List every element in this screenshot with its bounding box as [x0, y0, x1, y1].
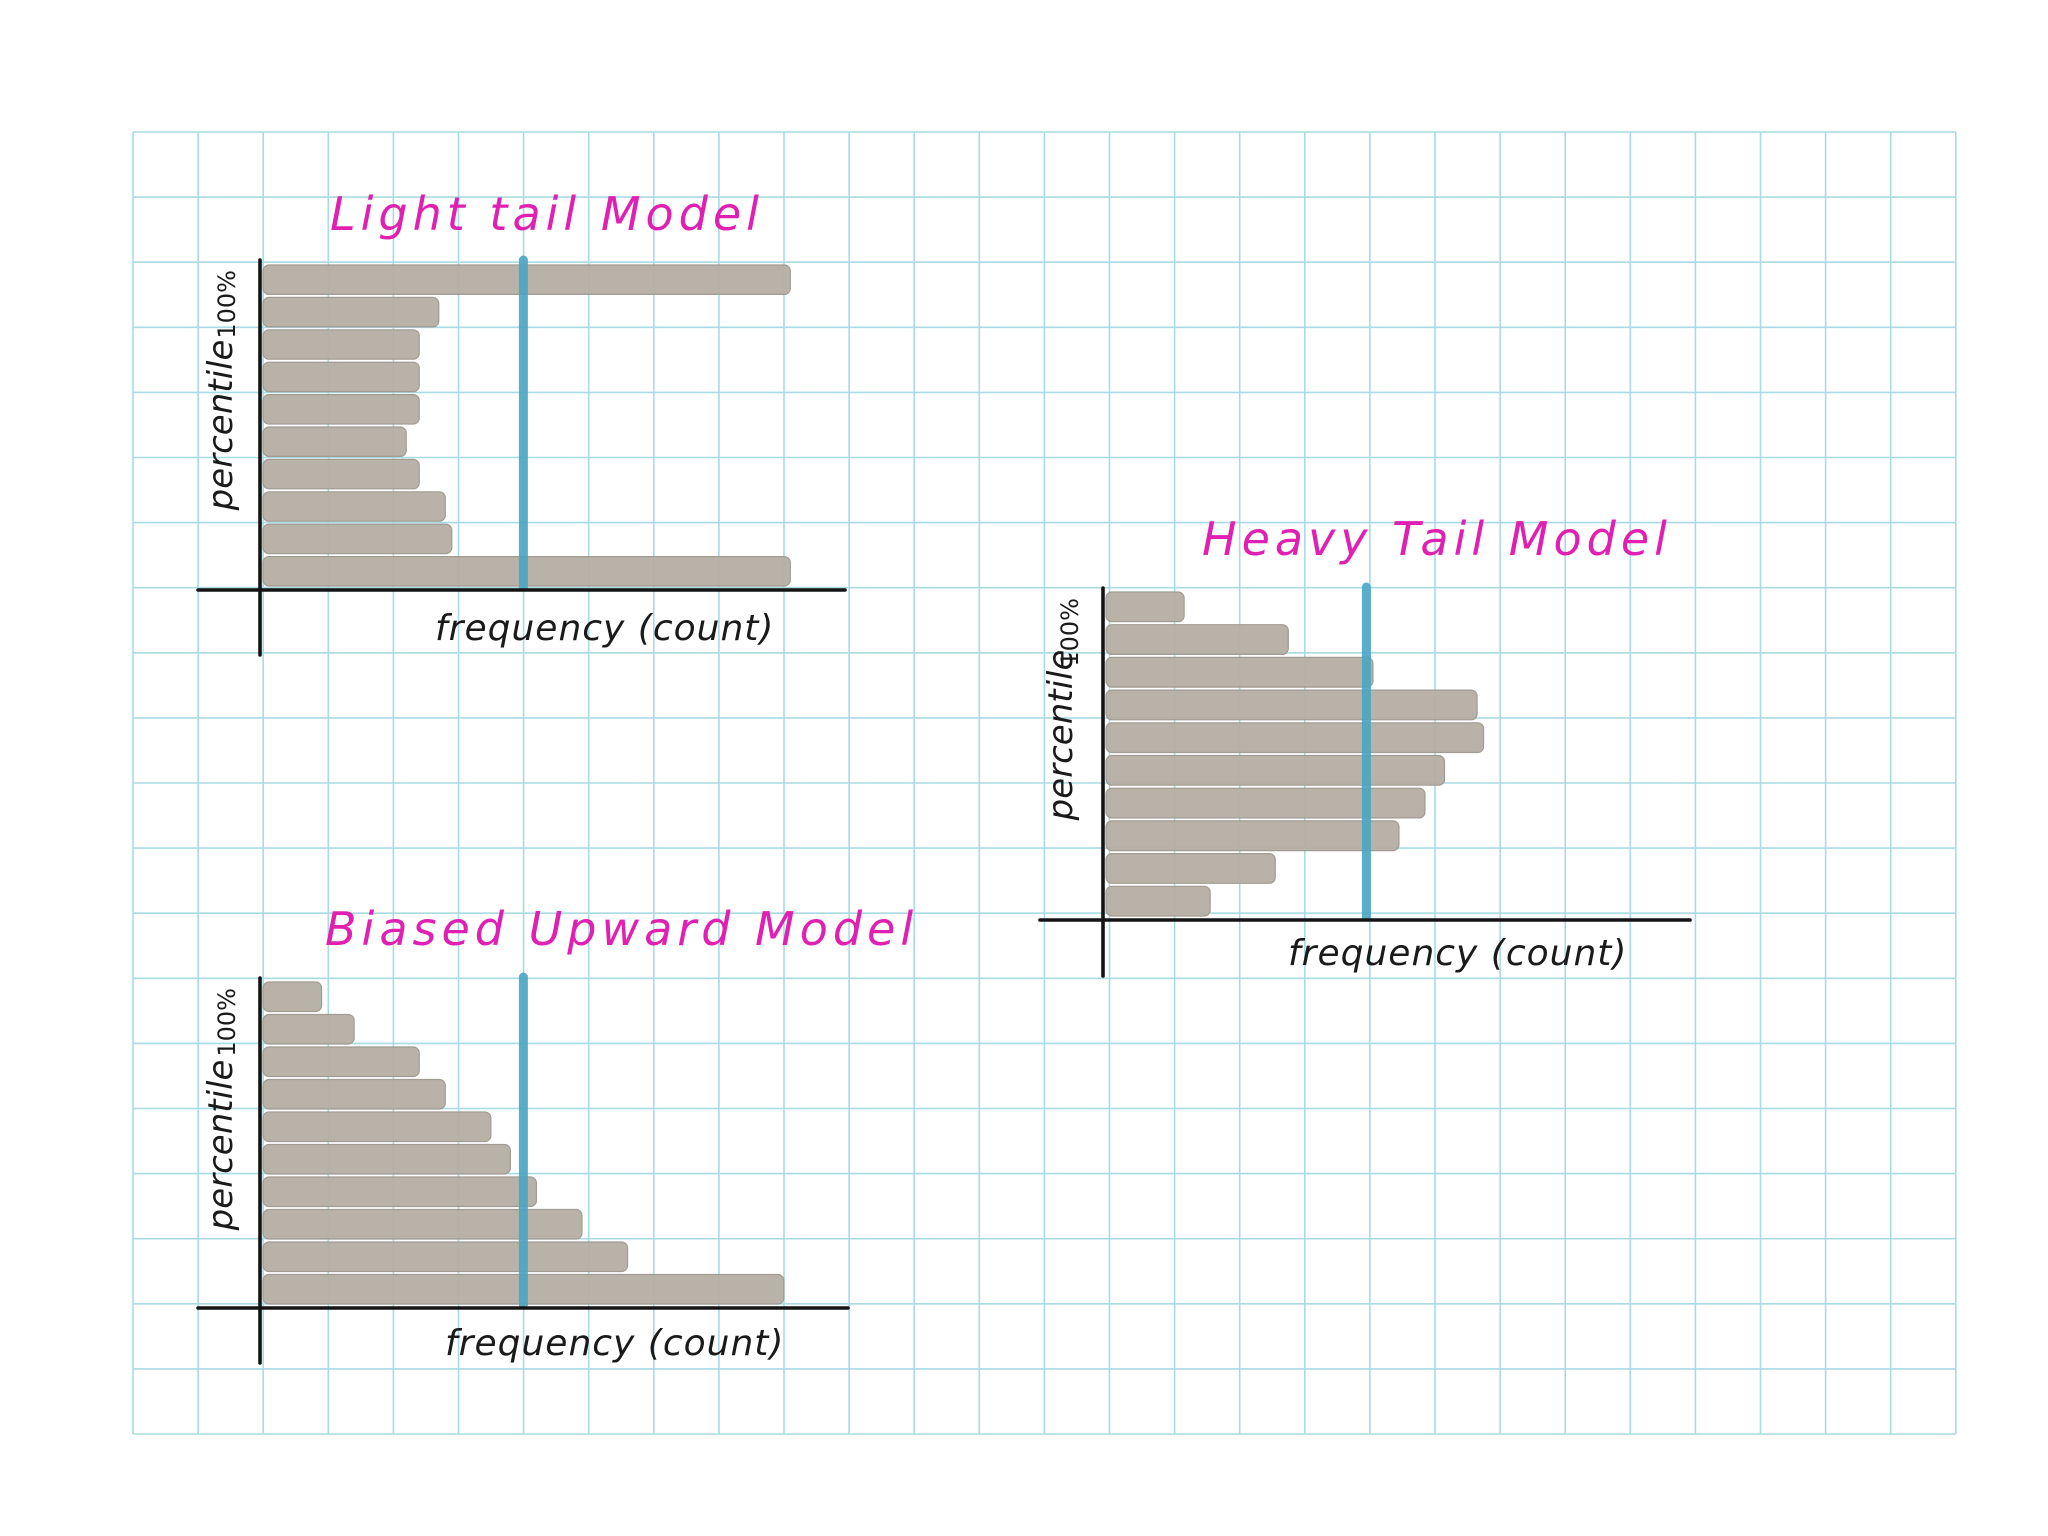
x-axis-label: frequency (count) [1288, 933, 1627, 974]
y-axis-label: percentile [1041, 650, 1081, 822]
bar [262, 523, 453, 555]
bar [262, 1208, 583, 1240]
x-axis-label: frequency (count) [445, 1323, 784, 1364]
bar [1105, 656, 1374, 688]
y-tick-label: 100% [213, 270, 241, 339]
bar [1105, 624, 1289, 656]
graph-paper-grid [132, 131, 1957, 1435]
charts-layer: Light tail Model frequency (count) percent… [196, 187, 1692, 1365]
bar [262, 394, 420, 425]
chart-3: Heavy Tail Model frequency (count) percent… [1038, 512, 1692, 978]
chart-2: Biased Upward Model frequency (count) perc… [196, 902, 918, 1365]
bar [262, 1176, 538, 1208]
bar [1105, 885, 1211, 917]
bar [262, 329, 420, 360]
bar [262, 1013, 355, 1045]
bar [262, 458, 420, 490]
bar [262, 981, 323, 1013]
bar [262, 1111, 492, 1143]
bar [1105, 722, 1485, 754]
bar [262, 1143, 511, 1175]
y-axis-label: percentile [201, 1060, 241, 1232]
bar [1105, 689, 1478, 721]
x-axis-label: frequency (count) [435, 608, 774, 649]
bar [1105, 591, 1185, 623]
bar [1105, 852, 1276, 884]
y-axis-label: percentile [201, 340, 241, 512]
chart-1: Light tail Model frequency (count) percent… [196, 187, 847, 657]
y-tick-label: 100% [213, 988, 241, 1057]
bar [1105, 754, 1446, 786]
bar [262, 296, 440, 328]
y-tick-label: 100% [1056, 598, 1084, 667]
chart-title: Light tail Model [330, 187, 764, 241]
bar [262, 1078, 446, 1110]
bar [1105, 820, 1400, 852]
bar [262, 1241, 629, 1273]
chart-title: Biased Upward Model [325, 902, 918, 956]
bar [262, 426, 407, 457]
bar [262, 491, 446, 522]
chart-title: Heavy Tail Model [1202, 512, 1672, 566]
bar [1105, 787, 1426, 819]
bar [262, 1046, 420, 1078]
bar [262, 361, 420, 393]
